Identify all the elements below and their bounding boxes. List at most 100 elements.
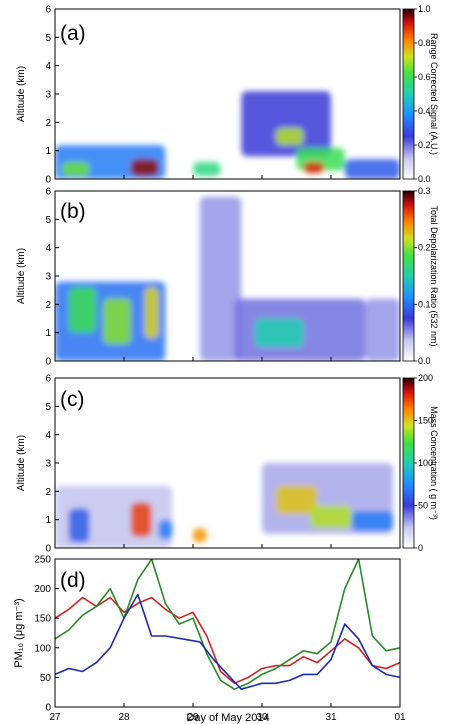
- colorbar-tick-label: 150: [418, 416, 433, 426]
- heatmap-cell: [310, 505, 352, 529]
- colorbar-tick-label: 0.2: [418, 243, 431, 253]
- panel-b-colorbar-label: Total Depolarization Ratio (532 nm): [429, 205, 439, 346]
- heatmap-cell: [193, 528, 207, 543]
- y-tick-label: 4: [45, 243, 51, 254]
- heatmap-cell: [275, 485, 318, 514]
- y-tick-label: 4: [45, 61, 51, 72]
- panel-a-label: (a): [60, 22, 86, 45]
- y-tick-label: 2: [45, 300, 51, 311]
- x-tick-label: 27: [49, 712, 61, 723]
- panel-d-y-ticks: 0 50 100 150 200 250: [34, 555, 59, 714]
- x-tick-label: 01: [394, 712, 406, 723]
- heatmap-cell: [68, 508, 90, 543]
- colorbar-tick-label: 0.6: [418, 72, 431, 82]
- heatmap-cell: [103, 298, 131, 344]
- colorbar-tick-label: 0.3: [418, 186, 431, 196]
- panel-b-label: (b): [60, 200, 86, 223]
- y-tick-label: 200: [34, 584, 51, 595]
- colorbar-tick-label: 50: [418, 501, 428, 511]
- y-tick-label: 1: [45, 328, 51, 339]
- y-tick-label: 1: [45, 146, 51, 157]
- x-tick-label: 31: [325, 712, 337, 723]
- x-axis-label: Day of May 2014: [186, 712, 269, 724]
- panel-d-x-ticks: 27 28 29 30 31 01: [49, 703, 406, 723]
- y-tick-label: 2: [45, 487, 51, 498]
- y-tick-label: 2: [45, 118, 51, 129]
- y-tick-label: 3: [45, 459, 51, 470]
- y-tick-label: 5: [45, 33, 51, 44]
- panel-b-y-ticks: 0 1 2 3 4 5 6: [45, 187, 59, 368]
- y-tick-label: 0: [45, 703, 51, 714]
- heatmap-cell: [344, 159, 400, 179]
- heatmap-cell: [365, 298, 400, 361]
- colorbar-tick-label: 200: [418, 373, 433, 383]
- panel-a-colorbar-ticks: 0.0 0.2 0.4 0.6 0.8 1.0: [414, 4, 431, 184]
- colorbar-tick-label: 0.1: [418, 299, 431, 309]
- heatmap-cell: [241, 91, 331, 157]
- panel-b-data: [55, 196, 400, 361]
- colorbar-tick-label: 100: [418, 458, 433, 468]
- colorbar-tick-label: 0: [418, 543, 423, 553]
- x-tick-label: 28: [118, 712, 130, 723]
- x-tick-label: 30: [256, 712, 268, 723]
- panel-d-label: (d): [60, 569, 86, 592]
- panel-b-x-ticks: [54, 357, 401, 361]
- panel-a-colorbar-label: Range Corrected Signal (A.U.): [429, 33, 439, 155]
- heatmap-cell: [351, 511, 394, 531]
- panel-a-ylabel: Altitude (km): [16, 66, 27, 122]
- y-tick-label: 0: [45, 544, 51, 555]
- y-tick-label: 6: [45, 374, 51, 385]
- heatmap-cell: [275, 128, 304, 145]
- panel-a-x-ticks: [54, 175, 401, 179]
- heatmap-cell: [199, 196, 242, 361]
- y-tick-label: 250: [34, 555, 51, 566]
- pm10-series-line: [55, 559, 400, 691]
- panel-a-colorbar: [402, 8, 415, 180]
- panel-a-y-ticks: 0 1 2 3 4 5 6: [45, 5, 59, 186]
- panel-b: 0 1 2 3 4 5 6 (b) Altitude (km) 0.0 0.1 0.2 0.3 T…: [16, 186, 439, 368]
- panel-b-colorbar-ticks: 0.0 0.1 0.2 0.3: [414, 186, 431, 366]
- x-tick-label: 29: [187, 712, 199, 723]
- heatmap-cell: [303, 162, 325, 174]
- heatmap-cell: [130, 502, 152, 537]
- colorbar-tick-label: 0.0: [418, 174, 431, 184]
- y-tick-label: 0: [45, 175, 51, 186]
- heatmap-cell: [193, 162, 221, 177]
- panel-d: 0 50 100 150 200 250 27 28 29 30 31 01 (d) PM₁₀ (μ…: [13, 555, 406, 724]
- panel-a-data: [55, 91, 400, 179]
- y-tick-label: 3: [45, 272, 51, 283]
- pm10-series-line: [55, 593, 400, 691]
- panel-b-ylabel: Altitude (km): [16, 248, 27, 304]
- panel-c-colorbar-ticks: 0 50 100 150 200: [414, 373, 433, 553]
- y-tick-label: 4: [45, 430, 51, 441]
- colorbar-tick-label: 0.8: [418, 38, 431, 48]
- y-tick-label: 5: [45, 215, 51, 226]
- panel-c-colorbar-label: Mass Concentration ( g m⁻³): [429, 406, 439, 520]
- colorbar-tick-label: 0.4: [418, 106, 431, 116]
- heatmap-cell: [130, 159, 159, 177]
- colorbar-tick-label: 1.0: [418, 4, 431, 14]
- y-tick-label: 0: [45, 357, 51, 368]
- panel-d-ylabel: PM₁₀ (μg m⁻³): [13, 598, 25, 667]
- panel-c-label: (c): [60, 388, 85, 411]
- panel-b-colorbar: [402, 190, 415, 362]
- y-tick-label: 1: [45, 515, 51, 526]
- panel-c-ylabel: Altitude (km): [16, 435, 27, 491]
- panel-d-data: [55, 559, 400, 691]
- panel-c: 0 1 2 3 4 5 6 (c) Altitude (km) 0 50 100 150 200 M…: [16, 373, 439, 555]
- y-tick-label: 6: [45, 187, 51, 198]
- panel-d-plot-area: [55, 559, 400, 707]
- panel-c-data: [55, 463, 394, 548]
- colorbar-tick-label: 0.0: [418, 356, 431, 366]
- y-tick-label: 100: [34, 643, 51, 654]
- panel-c-colorbar: [402, 377, 415, 549]
- y-tick-label: 50: [40, 673, 52, 684]
- y-tick-label: 6: [45, 5, 51, 16]
- heatmap-cell: [144, 287, 159, 339]
- heatmap-cell: [255, 318, 304, 347]
- heatmap-cell: [61, 162, 90, 177]
- panel-c-y-ticks: 0 1 2 3 4 5 6: [45, 374, 59, 555]
- heatmap-cell: [158, 519, 173, 540]
